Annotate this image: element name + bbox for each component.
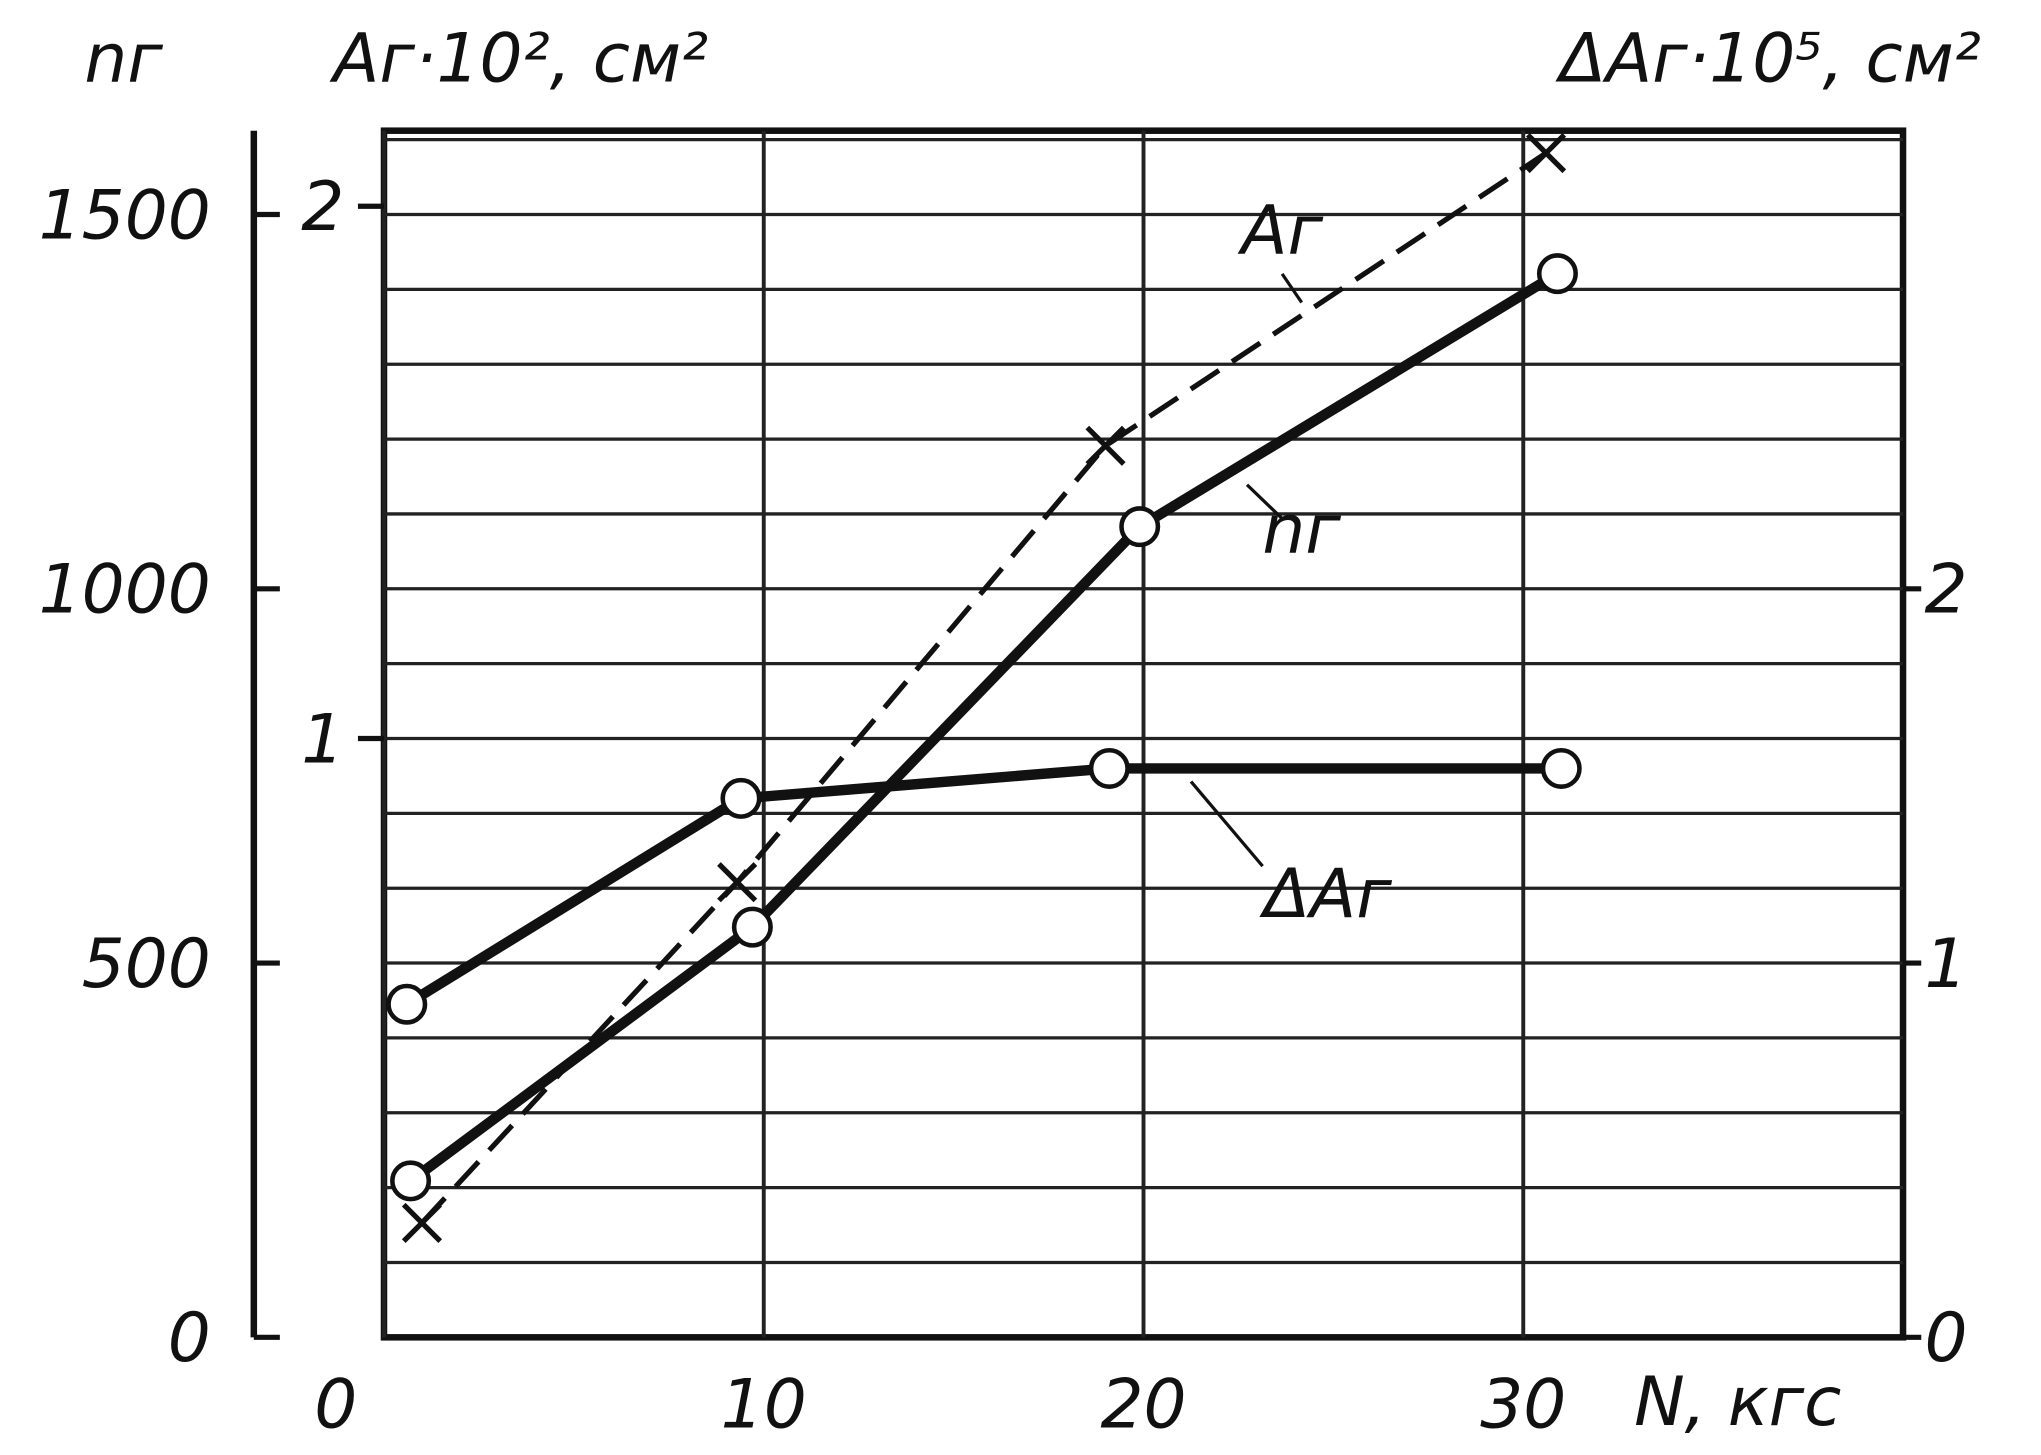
y2-tick-label: 2	[301, 167, 344, 246]
marker	[1088, 747, 1130, 789]
y-tick-label: 500	[82, 924, 211, 1003]
series-line	[407, 269, 1561, 1186]
y2-tick-label: 1	[301, 699, 344, 778]
y-tick-label: 1000	[39, 550, 211, 629]
y3-tick-label: 1	[1924, 924, 1967, 1003]
marker	[1525, 132, 1567, 174]
marker	[720, 777, 762, 819]
series-line	[420, 150, 1548, 1225]
series-label: Aг	[1237, 190, 1323, 269]
y-tick-label: 1500	[39, 175, 211, 254]
x-tick-label: 10	[721, 1364, 807, 1443]
marker	[717, 862, 758, 903]
x-tick-label: 30	[1480, 1364, 1566, 1443]
annotation-leader	[1189, 780, 1264, 868]
series-label: ΔAг	[1259, 854, 1393, 933]
marker	[390, 1160, 432, 1202]
y-axis-title: nг	[84, 19, 163, 98]
y2-axis-title: Aг·10², см²	[329, 19, 708, 98]
x-tick-label: 20	[1100, 1364, 1186, 1443]
marker	[386, 983, 428, 1025]
annotation-leader	[1280, 272, 1304, 304]
marker	[1536, 253, 1578, 295]
marker	[1540, 747, 1582, 789]
y3-axis-title: ΔAг·10⁵, см²	[1555, 19, 1981, 98]
marker	[1085, 425, 1126, 466]
marker	[731, 906, 773, 948]
y3-tick-label: 2	[1924, 550, 1967, 629]
series-label: nг	[1262, 490, 1341, 569]
x-tick-label: 0	[314, 1364, 357, 1443]
marker	[1119, 506, 1161, 548]
y-tick-label: 0	[168, 1298, 211, 1377]
y3-tick-label: 0	[1924, 1298, 1967, 1377]
annotation-leader	[1245, 483, 1284, 520]
x-axis-title: N, кгс	[1634, 1362, 1841, 1441]
marker	[401, 1202, 443, 1243]
series-line	[404, 763, 1562, 1009]
